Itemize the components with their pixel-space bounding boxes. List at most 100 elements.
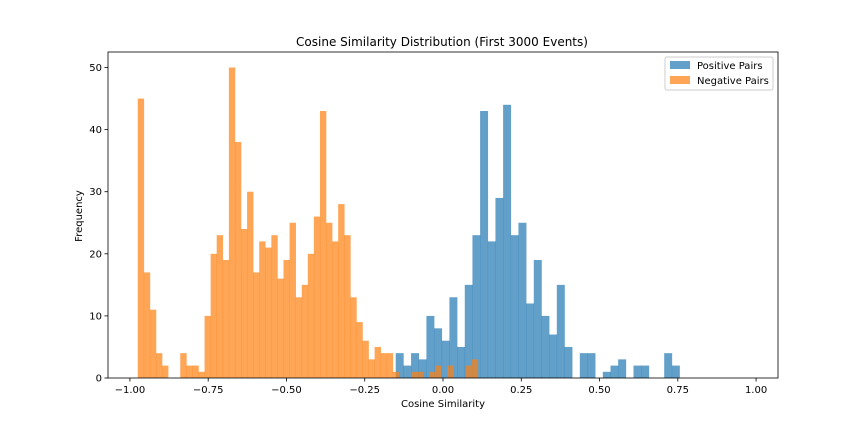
positive-pairs-bar	[549, 334, 558, 378]
negative-pairs-bar	[362, 340, 369, 378]
y-tick-label: 20	[89, 249, 102, 260]
negative-pairs-bar	[289, 222, 296, 378]
negative-pairs-bar	[429, 371, 436, 378]
positive-pairs-bar	[403, 365, 412, 378]
x-tick-label: 0.75	[667, 385, 689, 396]
x-tick-label: 0.00	[432, 385, 454, 396]
legend-swatch-positive-pairs	[670, 61, 690, 69]
negative-pairs-bar	[271, 235, 278, 378]
x-tick-label: 0.25	[510, 385, 532, 396]
negative-pairs-bar	[338, 204, 345, 378]
positive-pairs-bar	[564, 346, 573, 378]
x-tick-label: −1.00	[115, 385, 146, 396]
negative-pairs-bar	[374, 346, 381, 378]
positive-pairs-bar	[441, 340, 450, 378]
negative-pairs-bar	[241, 228, 248, 378]
negative-pairs-bar	[204, 315, 211, 378]
positive-pairs-bar	[480, 110, 489, 379]
negative-pairs-bar	[344, 235, 351, 378]
y-tick-label: 40	[89, 125, 102, 136]
y-tick-label: 50	[89, 63, 102, 74]
negative-pairs-bar	[277, 278, 284, 378]
negative-pairs-bar	[198, 371, 205, 378]
positive-pairs-bar	[541, 315, 550, 378]
x-tick-label: 0.50	[588, 385, 610, 396]
negative-pairs-bar	[143, 272, 151, 378]
positive-pairs-bar	[464, 284, 473, 378]
positive-pairs-bar	[395, 353, 404, 378]
negative-pairs-bar	[295, 297, 303, 378]
positive-pairs-bar	[602, 371, 611, 378]
x-tick-label: −0.50	[271, 385, 302, 396]
positive-pairs-bar	[633, 365, 642, 378]
negative-pairs-bar	[186, 365, 193, 378]
legend-label-negative-pairs: Negative Pairs	[697, 76, 769, 87]
negative-pairs-bar	[326, 222, 333, 378]
negative-pairs-bar	[228, 67, 236, 379]
y-tick-label: 30	[89, 187, 102, 198]
chart-title: Cosine Similarity Distribution (First 30…	[296, 35, 588, 49]
negative-pairs-bar	[137, 98, 145, 378]
positive-pairs-bar	[671, 365, 680, 378]
positive-pairs-bar	[426, 315, 435, 378]
positive-pairs-bar	[641, 365, 650, 378]
negative-pairs-bar	[356, 322, 363, 378]
negative-pairs-bar	[301, 284, 309, 378]
positive-pairs-bar	[487, 241, 496, 378]
negative-pairs-bar	[216, 235, 224, 378]
negative-pairs-bar	[210, 253, 217, 378]
y-axis-label: Frequency	[74, 190, 85, 242]
negative-pairs-bar	[259, 241, 266, 378]
x-axis-label: Cosine Similarity	[401, 399, 485, 410]
legend-swatch-negative-pairs	[670, 76, 690, 84]
positive-pairs-bar	[457, 346, 466, 378]
positive-pairs-bar	[526, 303, 535, 378]
legend: Positive Pairs Negative Pairs	[664, 56, 774, 91]
negative-pairs-bar	[307, 253, 315, 378]
positive-pairs-bar	[503, 104, 512, 378]
positive-pairs-bar	[579, 353, 588, 378]
positive-pairs-bar	[418, 359, 427, 378]
negative-pairs-bar	[386, 353, 394, 378]
y-tick-label: 10	[89, 311, 102, 322]
negative-pairs-bar	[180, 353, 187, 378]
positive-pairs-bar	[587, 353, 596, 378]
legend-label-positive-pairs: Positive Pairs	[697, 61, 763, 72]
negative-pairs-bar	[319, 110, 327, 379]
negative-pairs-bar	[155, 353, 163, 378]
positive-pairs-bar	[472, 235, 481, 378]
negative-pairs-bar	[265, 247, 272, 378]
positive-pairs-bar	[618, 359, 627, 378]
positive-pairs-bar	[411, 353, 420, 378]
positive-pairs-bar	[533, 260, 542, 378]
positive-pairs-bar	[664, 353, 673, 378]
x-tick-label: −0.75	[193, 385, 224, 396]
legend-frame	[664, 56, 774, 91]
x-tick-label: −0.25	[349, 385, 380, 396]
negative-pairs-bar	[435, 365, 442, 378]
negative-pairs-bar	[222, 260, 230, 378]
negative-pairs-bar	[149, 309, 157, 378]
negative-pairs-bar	[380, 353, 388, 378]
positive-pairs-bar	[495, 197, 504, 378]
negative-pairs-bar	[417, 371, 424, 378]
negative-pairs-bar	[332, 241, 339, 378]
negative-pairs-bar	[253, 272, 260, 378]
positive-pairs-bar	[518, 222, 527, 378]
positive-pairs-bar	[510, 235, 519, 378]
negative-pairs-bar	[313, 216, 321, 378]
positive-pairs-bar	[556, 284, 565, 378]
x-axis-ticks: −1.00 −0.75 −0.50 −0.25 0.00 0.25 0.50 0.75 1.00	[115, 378, 767, 396]
y-tick-label: 0	[96, 374, 102, 385]
negative-pairs-bar	[368, 359, 375, 378]
negative-pairs-bar	[465, 365, 473, 378]
negative-pairs-bar	[247, 191, 254, 378]
negative-pairs-bar	[392, 371, 400, 378]
negative-pairs-bar	[447, 365, 454, 378]
negative-pairs-bar	[234, 142, 242, 378]
positive-pairs-bar	[434, 328, 443, 378]
negative-pairs-bar	[162, 365, 169, 378]
negative-pairs-bar	[471, 359, 479, 378]
